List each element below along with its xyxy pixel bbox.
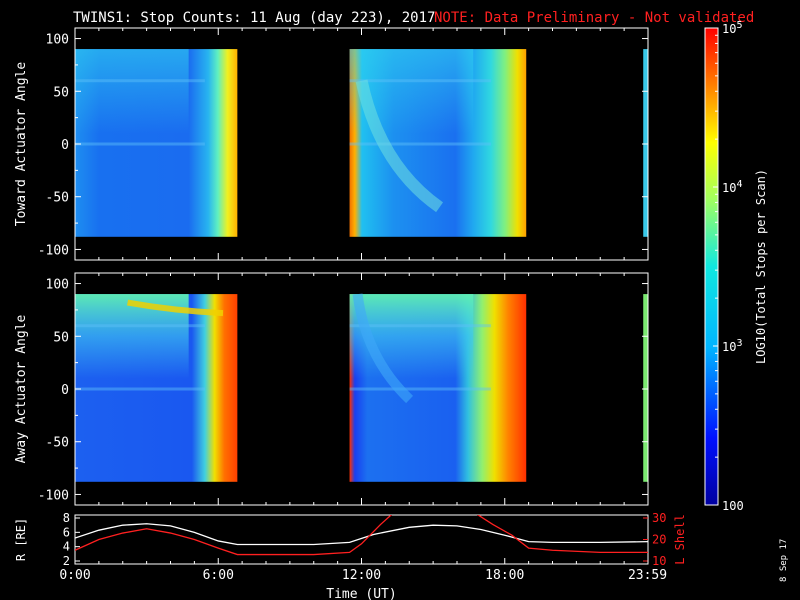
orbit-xlabel: Time (UT) bbox=[326, 587, 396, 600]
toward-ytick-label: -100 bbox=[38, 243, 69, 258]
colorbar-tick-label: 103 bbox=[722, 338, 742, 354]
away-ytick-label: 50 bbox=[53, 330, 69, 345]
orbit-ytick-left-label: 2 bbox=[63, 554, 70, 568]
colorbar-tick-exponent: 4 bbox=[736, 179, 742, 190]
orbit-ytick-left-label: 6 bbox=[63, 525, 70, 539]
away-boundary bbox=[352, 293, 414, 404]
colorbar-tick-label: 105 bbox=[722, 20, 742, 36]
toward-ytick-label: 100 bbox=[46, 33, 69, 48]
colorbar-gradient bbox=[705, 28, 718, 505]
chart-note: NOTE: Data Preliminary - Not validated bbox=[434, 10, 754, 26]
away-ytick-label: -100 bbox=[38, 488, 69, 503]
chart-title: TWINS1: Stop Counts: 11 Aug (day 223), 2… bbox=[73, 10, 435, 26]
toward-stripe-1-0 bbox=[349, 142, 491, 146]
orbit-ylabel-right: L Shell bbox=[673, 514, 687, 565]
colorbar-tick-base: 10 bbox=[722, 340, 736, 354]
toward-block-overlay-0 bbox=[75, 49, 189, 134]
orbit-frame bbox=[74, 514, 649, 565]
orbit-ytick-right-label: 10 bbox=[652, 554, 666, 568]
toward-stripe-0-1 bbox=[75, 79, 205, 83]
panel-away: 100 50 0 -50 -100 Away Actuator Angle bbox=[14, 272, 649, 506]
orbit-ytick-right-label: 30 bbox=[652, 511, 666, 525]
toward-ylabel: Toward Actuator Angle bbox=[14, 62, 29, 227]
away-block-2 bbox=[643, 294, 648, 482]
orbit-ytick-left-label: 8 bbox=[63, 511, 70, 525]
colorbar-tick-exponent: 3 bbox=[736, 338, 742, 349]
orbit-xtick-label: 12:00 bbox=[342, 568, 381, 583]
panel-toward: 100 50 0 -50 -100 Toward Actuator Angle bbox=[14, 27, 649, 261]
away-ytick-label: 100 bbox=[46, 278, 69, 293]
colorbar-tick-base: 10 bbox=[722, 181, 736, 195]
toward-ytick-label: 0 bbox=[61, 138, 69, 153]
toward-stripe-0-0 bbox=[75, 142, 205, 146]
away-band bbox=[127, 299, 224, 317]
toward-stripe-1-1 bbox=[349, 79, 491, 83]
away-stripe-1-1 bbox=[349, 324, 491, 328]
colorbar-tick-label: 104 bbox=[722, 179, 742, 195]
orbit-xtick-label: 23:59 bbox=[628, 568, 667, 583]
colorbar-frame bbox=[704, 27, 719, 506]
away-stripe-0-0 bbox=[75, 387, 205, 391]
colorbar-label: LOG10(Total Stops per Scan) bbox=[754, 169, 768, 364]
toward-boundary bbox=[355, 79, 444, 213]
toward-block-2 bbox=[643, 49, 648, 237]
colorbar-tick-exponent: 5 bbox=[736, 20, 742, 31]
away-ytick-label: 0 bbox=[61, 383, 69, 398]
orbit-xtick-label: 0:00 bbox=[59, 568, 90, 583]
orbit-series-R bbox=[75, 523, 648, 546]
orbit-ylabel-left: R [RE] bbox=[14, 518, 28, 561]
orbit-xtick-label: 6:00 bbox=[203, 568, 234, 583]
away-stripe-0-1 bbox=[75, 324, 205, 328]
colorbar-tick-label: 100 bbox=[722, 499, 744, 513]
date-stamp: 8 Sep 17 bbox=[779, 539, 789, 582]
orbit-ytick-left-label: 4 bbox=[63, 540, 70, 554]
colorbar-tick-base: 10 bbox=[722, 22, 736, 36]
orbit-xtick-label: 18:00 bbox=[485, 568, 524, 583]
away-ytick-label: -50 bbox=[46, 436, 69, 451]
away-ylabel: Away Actuator Angle bbox=[14, 314, 29, 463]
orbit-ytick-right-label: 20 bbox=[652, 533, 666, 547]
orbit-series-L bbox=[75, 515, 648, 556]
toward-ytick-label: 50 bbox=[53, 85, 69, 100]
away-stripe-1-0 bbox=[349, 387, 491, 391]
toward-ytick-label: -50 bbox=[46, 191, 69, 206]
